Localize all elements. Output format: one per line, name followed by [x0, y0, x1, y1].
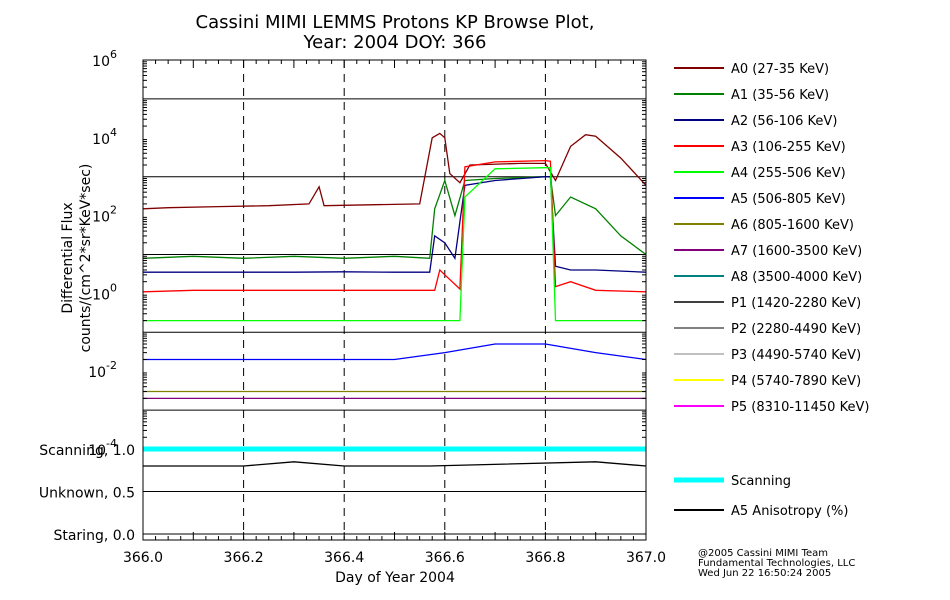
series-line-a2: [143, 176, 647, 273]
series-line-a1: [142, 176, 647, 259]
y-tick-exponent: -4: [106, 437, 117, 450]
chart-title-line2: Year: 2004 DOY: 366: [303, 32, 487, 53]
legend-label: A8 (3500-4000 KeV): [731, 270, 862, 285]
series-line-anisotropy: [143, 461, 647, 467]
chart-title-line1: Cassini MIMI LEMMS Protons KP Browse Plo…: [196, 12, 595, 33]
x-axis-label: Day of Year 2004: [335, 570, 455, 586]
legend-label: A5 (506-805 KeV): [731, 192, 846, 207]
series-layer: [142, 132, 647, 467]
legend-label: A3 (106-255 KeV): [731, 140, 846, 155]
series-line-a3: [142, 159, 647, 293]
legend-label: P4 (5740-7890 KeV): [731, 374, 861, 389]
credit-line-2: Fundamental Technologies, LLC: [698, 558, 855, 569]
y-tick-label: 102: [92, 204, 117, 226]
legend-label: A2 (56-106 KeV): [731, 114, 837, 129]
x-tick-label: 366.0: [123, 550, 163, 566]
legend: A0 (27-35 KeV) A1 (35-56 KeV) A2 (56-106 K…: [674, 62, 869, 519]
x-tick-label: 367.0: [626, 550, 666, 566]
legend-label: A1 (35-56 KeV): [731, 88, 829, 103]
y-tick-exponent: 0: [110, 281, 117, 294]
y-tick-label: 106: [92, 48, 117, 70]
legend-label: Scanning: [731, 474, 791, 489]
y-tick-exponent: 4: [110, 126, 117, 139]
legend-label: A0 (27-35 KeV): [731, 62, 829, 77]
y-axis-label-line2: counts/(cm^2*sr*KeV*sec): [78, 164, 94, 353]
legend-label: A6 (805-1600 KeV): [731, 218, 854, 233]
y-tick-label: 100: [92, 281, 117, 303]
y-tick-label: 104: [92, 126, 117, 148]
plot-grid: [143, 60, 646, 540]
y-axis-label-line1: Differential Flux: [60, 202, 76, 313]
x-tick-label: 366.6: [425, 550, 465, 566]
x-tick-label: 366.4: [324, 550, 364, 566]
legend-label: A7 (1600-3500 KeV): [731, 244, 862, 259]
credit-line-1: @2005 Cassini MIMI Team: [698, 548, 828, 559]
series-line-a5: [143, 343, 647, 361]
x-tick-label: 366.2: [224, 550, 264, 566]
lower-panel-label: Staring, 0.0: [53, 528, 135, 544]
plot-frame: [142, 59, 647, 541]
series-line-a4: [143, 167, 646, 322]
y-tick-exponent: 2: [110, 204, 117, 217]
legend-label: P2 (2280-4490 KeV): [731, 322, 861, 337]
legend-label: P5 (8310-11450 KeV): [731, 400, 869, 415]
legend-label: A4 (255-506 KeV): [731, 166, 846, 181]
legend-label: P1 (1420-2280 KeV): [731, 296, 861, 311]
y-tick-exponent: 6: [110, 48, 117, 61]
lower-panel-label: Scanning, 1.0: [39, 443, 135, 459]
lower-panel-label: Unknown, 0.5: [39, 486, 135, 502]
x-tick-label: 366.8: [525, 550, 565, 566]
y-tick-exponent: -2: [106, 359, 117, 372]
series-line-a0: [142, 132, 647, 210]
credit-line-3: Wed Jun 22 16:50:24 2005: [698, 568, 831, 579]
legend-label: A5 Anisotropy (%): [731, 504, 848, 519]
legend-label: P3 (4490-5740 KeV): [731, 348, 861, 363]
y-tick-label: 10-2: [88, 359, 117, 381]
